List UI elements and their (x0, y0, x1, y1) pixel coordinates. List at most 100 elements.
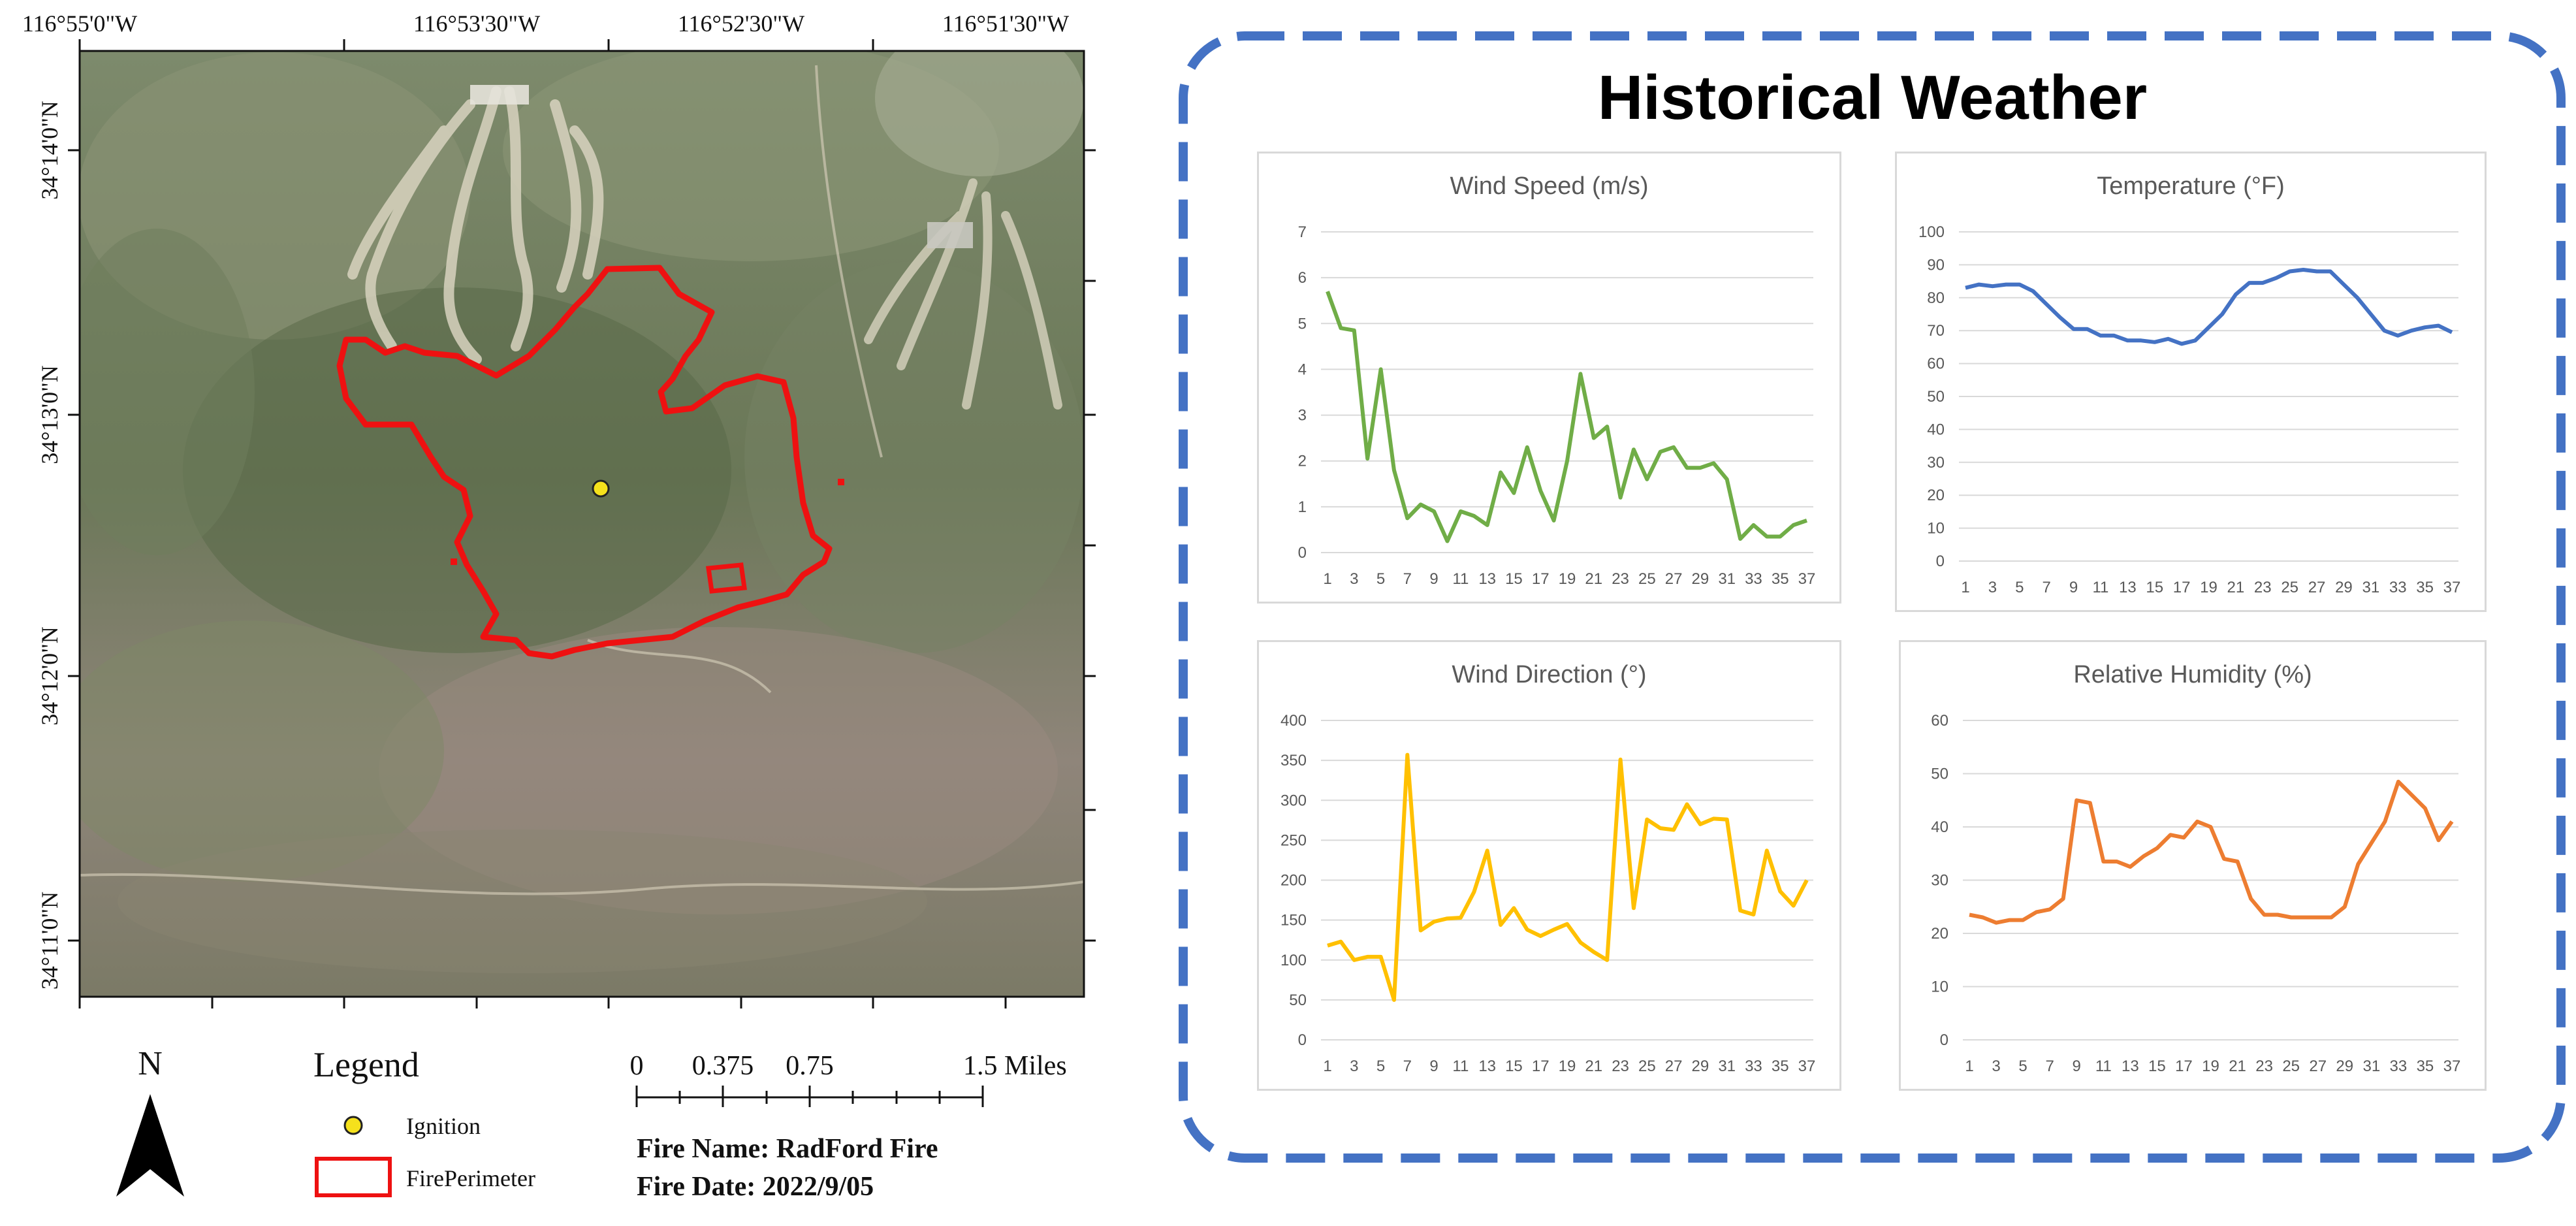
x-tick-label: 21 (1585, 570, 1602, 588)
y-tick-label: 150 (1280, 912, 1307, 929)
wind-speed-chart[interactable]: Wind Speed (m/s) 0 1 2 3 4 5 6 7 1 3 5 7 9 11 13 15 17 19 2… (1257, 152, 1841, 604)
x-tick-label: 25 (1638, 570, 1656, 588)
chart-svg: Wind Direction (°) 0 50 100 150 200 250 300 350 4… (1280, 661, 1816, 1075)
y-tick-label: 0 (1298, 1031, 1307, 1049)
scale-label: 0 (630, 1051, 644, 1081)
lat-label: 34°13'0"N (37, 365, 63, 464)
x-tick-label: 9 (1429, 1057, 1438, 1075)
x-tick-label: 7 (1403, 1057, 1412, 1075)
graticule-ticks (68, 39, 1096, 1008)
x-tick-label: 17 (2175, 1057, 2193, 1075)
x-tick-label: 35 (2416, 579, 2434, 596)
x-tick-label: 13 (1478, 570, 1496, 588)
x-tick-label: 5 (2015, 579, 2024, 596)
x-tick-label: 7 (2042, 579, 2050, 596)
y-tick-label: 400 (1280, 712, 1307, 730)
fire-perimeter-inset (706, 562, 747, 594)
legend-item-label: FirePerimeter (406, 1165, 535, 1191)
y-tick-label: 10 (1931, 978, 1948, 996)
scale-bar: 0 0.375 0.75 1.5 Miles (630, 1051, 1067, 1107)
x-tick-label: 37 (2443, 1057, 2461, 1075)
ignition-legend-icon (343, 1116, 363, 1135)
x-tick-label: 31 (1718, 1057, 1736, 1075)
x-tick-label: 27 (1665, 570, 1683, 588)
scale-label: 1.5 Miles (963, 1051, 1067, 1081)
y-tick-label: 200 (1280, 872, 1307, 890)
x-tick-label: 33 (2389, 579, 2407, 596)
dashed-border (1179, 31, 2566, 1163)
fire-spot (451, 558, 457, 565)
x-tick-label: 9 (1429, 570, 1438, 588)
x-tick-label: 1 (1323, 1057, 1331, 1075)
weather-title: Historical Weather (1597, 63, 2148, 133)
x-tick-label: 33 (1745, 570, 1762, 588)
x-tick-label: 21 (2229, 1057, 2246, 1075)
y-tick-label: 100 (1918, 223, 1945, 241)
x-tick-label: 9 (2069, 579, 2078, 596)
lat-label: 34°14'0"N (37, 101, 63, 200)
x-tick-label: 19 (2200, 579, 2218, 596)
y-tick-label: 7 (1298, 223, 1307, 241)
x-tick-label: 5 (1376, 1057, 1385, 1075)
x-tick-label: 9 (2073, 1057, 2081, 1075)
scale-label: 0.375 (692, 1051, 754, 1081)
y-tick-label: 2 (1298, 453, 1307, 470)
weather-panel: Historical Weather Wind Speed (m/s) 0 1 2 3 4… (1169, 0, 2576, 1223)
lon-label: 116°52'30"W (678, 10, 804, 37)
x-tick-label: 11 (1452, 570, 1469, 588)
x-tick-label: 3 (1350, 1057, 1358, 1075)
fire-perimeter (336, 265, 833, 660)
x-tick-label: 25 (1638, 1057, 1656, 1075)
x-tick-label: 29 (2336, 1057, 2353, 1075)
x-tick-label: 13 (1478, 1057, 1496, 1075)
y-tick-label: 0 (1940, 1031, 1948, 1049)
x-tick-label: 3 (1988, 579, 1997, 596)
y-tick-label: 300 (1280, 792, 1307, 809)
map-canvas[interactable]: 116°55'0"W 116°53'30"W 116°52'30"W 116°5… (0, 0, 1169, 1223)
x-tick-label: 23 (2254, 579, 2272, 596)
x-tick-label: 17 (1532, 570, 1550, 588)
satellite-imagery (80, 51, 1084, 997)
x-tick-label: 11 (2095, 1057, 2112, 1075)
x-tick-label: 19 (1559, 1057, 1576, 1075)
x-tick-label: 7 (1403, 570, 1412, 588)
x-tick-label: 15 (2148, 1057, 2166, 1075)
lat-label: 34°12'0"N (37, 626, 63, 726)
y-tick-label: 250 (1280, 831, 1307, 849)
x-tick-label: 31 (2362, 1057, 2380, 1075)
x-tick-label: 3 (1992, 1057, 2000, 1075)
y-tick-label: 80 (1927, 289, 1945, 307)
x-tick-label: 35 (1772, 570, 1789, 588)
north-arrow-label: N (138, 1045, 163, 1082)
lon-label: 116°55'0"W (22, 10, 137, 37)
map-panel: 116°55'0"W 116°53'30"W 116°52'30"W 116°5… (0, 0, 1169, 1223)
x-tick-label: 5 (1376, 570, 1385, 588)
x-tick-label: 19 (2202, 1057, 2219, 1075)
y-tick-label: 100 (1280, 952, 1307, 969)
temperature-chart[interactable]: Temperature (°F) 0 10 20 30 40 50 60 70 80 90 100 1 3… (1895, 152, 2487, 612)
wind-direction-chart[interactable]: Wind Direction (°) 0 50 100 150 200 250 300 350 4… (1257, 640, 1841, 1091)
relative-humidity-chart[interactable]: Relative Humidity (%) 0 10 20 30 40 50 60 1 3 5 7 9 1… (1899, 640, 2487, 1091)
x-tick-label: 21 (1585, 1057, 1602, 1075)
y-tick-label: 60 (1931, 712, 1948, 730)
y-tick-label: 50 (1289, 992, 1307, 1009)
chart-title: Relative Humidity (%) (2073, 661, 2312, 688)
x-tick-label: 15 (2146, 579, 2163, 596)
x-tick-label: 23 (1612, 570, 1629, 588)
x-tick-label: 27 (1665, 1057, 1683, 1075)
y-tick-label: 0 (1936, 553, 1945, 570)
y-tick-label: 50 (1927, 388, 1945, 406)
x-tick-label: 37 (1798, 1057, 1816, 1075)
x-tick-label: 17 (1532, 1057, 1550, 1075)
x-tick-label: 37 (1798, 570, 1816, 588)
x-tick-label: 29 (2335, 579, 2353, 596)
x-tick-label: 13 (2122, 1057, 2139, 1075)
legend-item-label: Ignition (406, 1113, 481, 1139)
ignition-point[interactable] (592, 479, 610, 498)
x-tick-label: 15 (1505, 570, 1523, 588)
x-tick-label: 23 (1612, 1057, 1629, 1075)
y-tick-label: 90 (1927, 256, 1945, 274)
y-tick-label: 50 (1931, 766, 1948, 783)
